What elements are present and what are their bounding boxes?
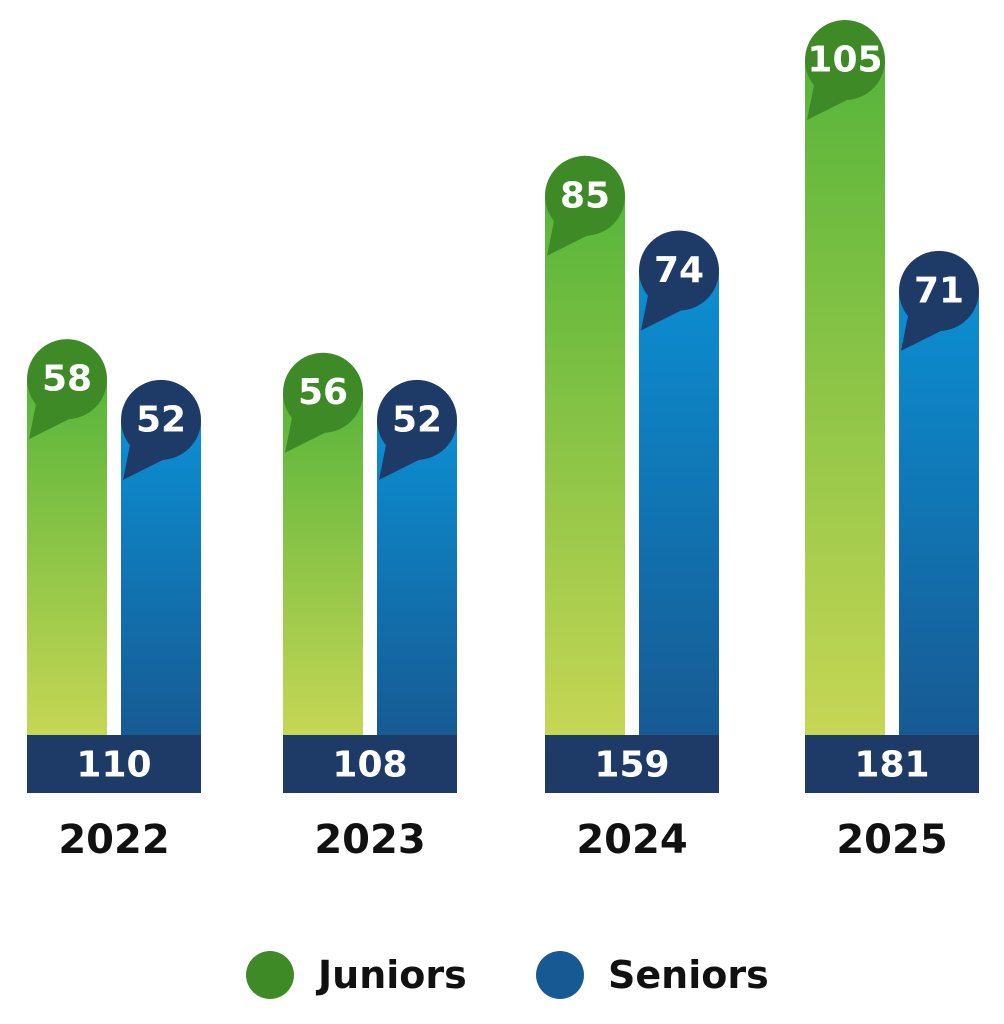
total-label: 181 [854, 745, 929, 786]
x-tick-label: 2023 [314, 817, 425, 863]
value-bubble [283, 352, 363, 433]
value-bubble [805, 20, 885, 100]
bar [639, 270, 719, 735]
value-label: 85 [560, 175, 610, 216]
total-box [805, 735, 979, 793]
total-label: 108 [332, 745, 407, 786]
total-box [27, 735, 201, 793]
bar [27, 379, 107, 735]
legend-label: Juniors [315, 953, 467, 997]
total-box [283, 735, 457, 793]
bar [899, 290, 979, 735]
total-box [545, 735, 719, 793]
value-bubble [377, 379, 457, 460]
x-tick-label: 2025 [836, 817, 947, 863]
bar [805, 60, 885, 735]
value-label: 74 [654, 250, 704, 291]
bar [545, 195, 625, 736]
value-bubble [899, 250, 979, 331]
legend-label: Seniors [608, 953, 769, 997]
value-bubble [545, 155, 625, 236]
value-bubble [639, 230, 719, 311]
value-label: 56 [298, 372, 348, 413]
value-label: 58 [42, 359, 92, 400]
legend-swatch [246, 951, 294, 999]
value-label: 52 [136, 399, 186, 440]
value-label: 52 [392, 399, 442, 440]
value-label: 71 [914, 270, 964, 311]
value-bubble [27, 339, 107, 420]
bar [283, 392, 363, 735]
value-bubble [121, 379, 201, 460]
total-label: 110 [76, 745, 151, 786]
x-tick-label: 2024 [576, 817, 687, 863]
value-label: 105 [807, 40, 882, 81]
legend-swatch [536, 951, 584, 999]
total-label: 159 [594, 745, 669, 786]
x-tick-label: 2022 [58, 817, 169, 863]
